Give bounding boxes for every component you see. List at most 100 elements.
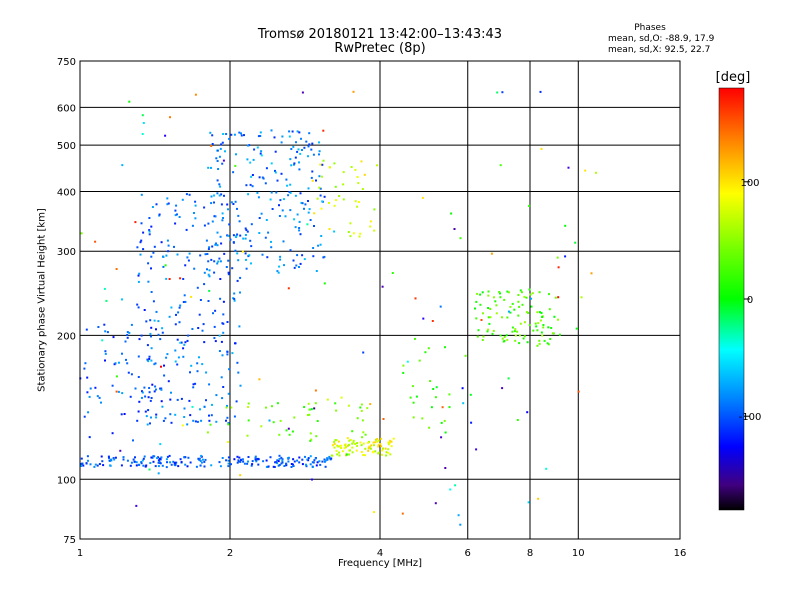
y-tick-label-1: 100 [57,475,76,486]
data-point [135,461,138,464]
data-point [424,351,427,354]
data-point [168,454,171,457]
data-point [151,456,154,459]
data-point [299,262,302,265]
data-point [198,313,201,316]
data-point [529,293,532,296]
data-point [218,461,221,464]
data-point [194,93,197,96]
data-point [359,441,362,444]
data-point [140,461,143,463]
data-point [362,454,365,456]
data-point [503,339,506,342]
data-point [148,229,151,232]
data-point [207,273,210,276]
data-point [230,133,233,136]
data-point [538,291,541,294]
data-point [248,254,251,257]
data-point [89,463,92,466]
data-point [301,202,304,205]
data-point [518,305,521,308]
data-point [160,400,163,403]
data-point [176,338,179,341]
data-point [358,235,361,238]
data-point [298,168,301,171]
data-point [320,235,323,237]
data-point [262,460,265,463]
data-point [239,291,241,294]
data-point [265,167,268,170]
data-point [158,460,161,463]
data-point [476,335,479,338]
data-point [318,150,321,153]
data-point [278,454,281,457]
data-point [159,443,162,446]
data-point [210,202,213,205]
data-point [174,222,177,225]
data-point [191,405,194,408]
data-point [158,214,161,217]
data-point [155,310,158,313]
data-point [278,265,281,268]
data-point [474,307,476,310]
x-tick-label-5: 10 [572,548,585,559]
data-point [475,300,478,303]
data-point [292,145,295,148]
data-point [244,237,247,240]
data-point [374,450,377,453]
data-point [459,237,462,240]
data-point [159,338,162,341]
data-point [260,150,263,153]
data-point [166,353,169,356]
data-point [415,395,418,398]
data-point [189,371,191,374]
data-point [147,280,150,283]
data-point [238,131,241,134]
data-point [293,218,296,221]
data-point [209,423,212,426]
data-point [575,327,578,330]
data-point [237,259,240,262]
data-point [104,359,106,362]
data-point [530,297,532,300]
data-point [217,168,220,170]
data-point [226,404,228,407]
data-point [385,451,388,454]
data-point [278,215,281,217]
data-point [189,461,192,464]
data-point [196,420,199,423]
data-point [340,447,342,449]
data-point [186,256,189,259]
data-point [86,376,89,379]
data-point [309,219,312,221]
data-point [177,311,180,314]
data-point [198,356,200,359]
data-point [387,443,390,446]
data-point [136,303,139,306]
data-point [440,421,443,424]
data-point [275,461,278,464]
data-point [105,299,108,302]
data-point [328,228,331,230]
data-point [170,391,172,394]
data-point [134,456,136,459]
data-point [518,342,521,345]
data-point [291,130,294,133]
data-point [192,383,195,386]
data-point [138,400,141,403]
data-point [293,266,296,269]
data-point [150,255,153,258]
x-axis-ticks: 1 2 4 6 8 10 16 [77,548,687,559]
data-point [279,258,282,261]
data-point [333,162,336,165]
data-point [165,356,168,359]
data-point [256,146,259,149]
data-point [259,131,262,134]
data-point [132,458,135,461]
data-point [281,458,284,461]
data-point [356,445,359,447]
data-point [523,335,526,338]
data-point [236,361,239,364]
data-point [312,247,315,249]
data-point [528,324,531,327]
